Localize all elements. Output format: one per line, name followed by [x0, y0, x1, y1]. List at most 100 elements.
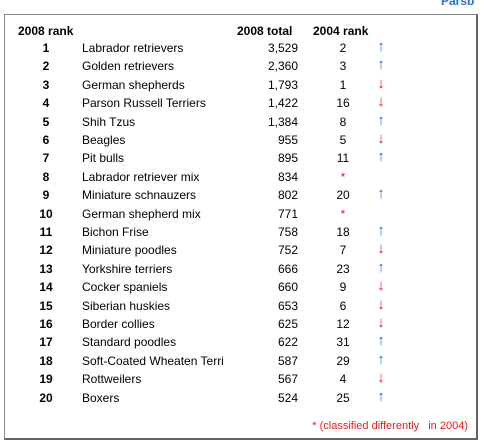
breed-name: Shih Tzus [82, 114, 136, 129]
trend-arrow: ↓ [377, 369, 385, 387]
breed-name: Boxers [82, 390, 120, 405]
total-2008: 752 [277, 243, 298, 258]
breed-name: Labrador retriever mix [82, 169, 200, 184]
total-2008: 622 [277, 335, 298, 350]
breed-name: German shepherds [82, 77, 185, 92]
rank-2008: 6 [42, 133, 50, 147]
total-2008: 834 [277, 169, 298, 184]
trend-arrow: ↓ [377, 130, 385, 147]
corner-text: Parsb [441, 0, 475, 8]
rank-2004: 16 [336, 96, 350, 111]
total-2008: 1,384 [267, 114, 298, 129]
breed-name: Siberian huskies [82, 298, 171, 313]
breed-name: Miniature schnauzers [82, 188, 197, 203]
trend-arrow: ↑ [377, 111, 385, 129]
trend-arrow: ↓ [377, 74, 385, 92]
total-2008: 758 [277, 225, 298, 239]
rank-2008: 19 [39, 372, 53, 387]
rank-2008: 20 [39, 390, 53, 405]
rank-2004: 11 [336, 151, 350, 166]
breed-name: Soft-Coated Wheaten Terri [82, 353, 224, 368]
rank-2004: 8 [339, 114, 347, 129]
rank-2008: 3 [42, 77, 50, 92]
rank-2008: 18 [39, 353, 53, 368]
breed-name: Bichon Frise [82, 225, 149, 239]
trend-arrow: ↑ [377, 350, 385, 368]
rank-2008: 16 [39, 317, 53, 331]
rank-2004: * [340, 169, 346, 184]
rank-2008: 14 [39, 280, 53, 295]
trend-arrow: ↑ [377, 332, 385, 350]
rank-2008: 2 [42, 59, 50, 74]
rank-2004: 18 [336, 225, 350, 239]
total-2008: 666 [277, 261, 298, 276]
total-2008: 2,360 [267, 59, 298, 74]
breed-name: Parson Russell Terriers [82, 96, 206, 111]
total-2008: 3,529 [267, 41, 298, 55]
breed-name: Pit bulls [82, 151, 125, 166]
total-2008: 660 [277, 280, 298, 295]
header-cell: 2008 rank [18, 24, 74, 38]
total-2008: 653 [277, 298, 298, 313]
rank-2004: 31 [336, 335, 350, 350]
rank-2004: 4 [339, 372, 347, 387]
rank-2008: 10 [39, 206, 53, 221]
rank-2004: 2 [339, 41, 347, 55]
rank-2004: 29 [336, 353, 350, 368]
rank-2004: 25 [336, 390, 350, 405]
table-frame [4, 14, 478, 440]
breed-name: Labrador retrievers [82, 41, 184, 55]
rank-2004: 6 [339, 298, 347, 313]
trend-arrow: ↓ [377, 314, 385, 331]
rank-2004: 1 [339, 77, 347, 92]
rank-2008: 11 [39, 225, 53, 239]
header-cell: 2008 total [237, 24, 293, 38]
rank-2008: 5 [42, 114, 50, 129]
trend-arrow: ↑ [377, 56, 385, 74]
rank-2008: 13 [39, 261, 53, 276]
breed-name: Yorkshire terriers [82, 261, 173, 276]
trend-arrow: ↑ [377, 222, 385, 239]
trend-arrow: ↓ [377, 93, 385, 111]
trend-arrow: ↑ [377, 185, 385, 203]
footnote: * (classified differently in 2004) [312, 420, 468, 432]
trend-arrow: ↓ [377, 240, 385, 258]
breed-name: Border collies [82, 317, 155, 331]
trend-arrow: ↑ [377, 387, 385, 405]
total-2008: 771 [277, 206, 298, 221]
rank-2008: 17 [39, 335, 53, 350]
rank-2004: 9 [339, 280, 347, 295]
rank-2004: * [340, 206, 346, 221]
trend-arrow: ↓ [377, 277, 385, 295]
breed-name: Cocker spaniels [82, 280, 168, 295]
rank-2004: 3 [339, 59, 347, 74]
rank-2004: 12 [336, 317, 350, 331]
breed-name: Rottweilers [82, 372, 142, 387]
rank-2008: 7 [42, 151, 50, 166]
rank-2008: 4 [42, 96, 50, 111]
rank-2004: 5 [339, 133, 347, 147]
breed-name: German shepherd mix [82, 206, 201, 221]
breed-name: Miniature poodles [82, 243, 177, 258]
total-2008: 802 [277, 188, 298, 203]
trend-arrow: ↑ [377, 148, 385, 166]
breed-name: Beagles [82, 133, 126, 147]
trend-arrow: ↑ [377, 38, 385, 55]
rank-2004: 23 [336, 261, 350, 276]
rank-2008: 9 [42, 188, 50, 203]
rank-2004: 7 [339, 243, 347, 258]
rank-2008: 1 [42, 41, 50, 55]
total-2008: 625 [277, 317, 298, 331]
total-2008: 1,422 [267, 96, 298, 111]
trend-arrow: ↓ [377, 295, 385, 313]
rank-2008: 8 [42, 169, 50, 184]
rank-2008: 15 [39, 298, 53, 313]
total-2008: 895 [277, 151, 298, 166]
total-2008: 955 [277, 133, 298, 147]
total-2008: 567 [277, 372, 298, 387]
total-2008: 524 [277, 390, 298, 405]
rank-2004: 20 [336, 188, 350, 203]
header-cell: 2004 rank [313, 24, 369, 38]
rank-2008: 12 [39, 243, 53, 258]
